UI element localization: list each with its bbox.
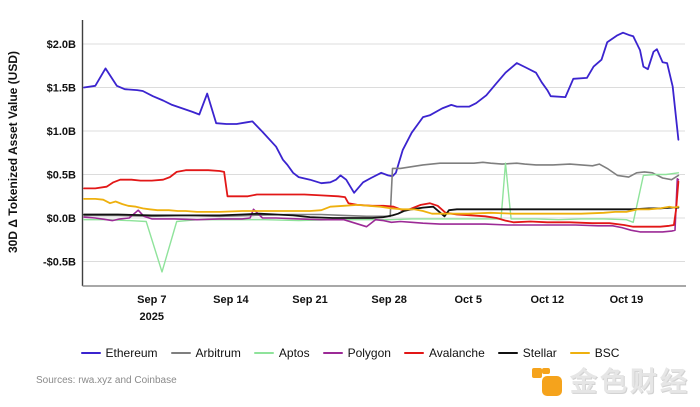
legend-label-stellar: Stellar bbox=[522, 346, 557, 360]
series-arbitrum-line bbox=[83, 161, 680, 218]
legend-label-bsc: BSC bbox=[594, 346, 620, 360]
jinse-watermark: 金色财经 bbox=[531, 360, 690, 399]
x-tick-sublabel: 2025 bbox=[140, 311, 164, 323]
x-tick-label: Oct 19 bbox=[610, 294, 644, 306]
legend-item-polygon: Polygon bbox=[322, 346, 391, 360]
legend-swatch-avalanche bbox=[403, 351, 424, 355]
tick-label-layer: $2.0B $1.5B $1.0B $0.5B $0.0B -$0.5B Sep 7 2025… bbox=[43, 39, 643, 323]
legend-label-aptos: Aptos bbox=[278, 346, 310, 360]
legend-swatch-stellar bbox=[497, 351, 518, 355]
x-tick-label: Sep 7 bbox=[137, 294, 166, 306]
legend-swatch-aptos bbox=[253, 351, 274, 355]
y-tick-label: $1.0B bbox=[47, 126, 76, 138]
legend: Ethereum Arbitrum Aptos Polygon Avalanche Ste… bbox=[0, 344, 700, 362]
y-tick-label: $0.0B bbox=[47, 213, 76, 225]
legend-item-bsc: BSC bbox=[569, 346, 620, 360]
y-tick-label: -$0.5B bbox=[43, 257, 76, 269]
y-tick-label: $1.5B bbox=[47, 83, 76, 95]
legend-swatch-polygon bbox=[322, 351, 343, 355]
x-tick-label: Sep 14 bbox=[213, 294, 249, 306]
legend-swatch-bsc bbox=[569, 351, 590, 355]
series-layer bbox=[83, 31, 680, 273]
legend-label-ethereum: Ethereum bbox=[105, 346, 158, 360]
legend-label-arbitrum: Arbitrum bbox=[195, 346, 241, 360]
series-ethereum-line bbox=[83, 31, 680, 194]
jinse-logo-icon bbox=[531, 363, 563, 397]
grid-layer bbox=[83, 43, 685, 262]
series-polygon-line bbox=[83, 178, 680, 233]
source-note: Sources: rwa.xyz and Coinbase bbox=[36, 375, 177, 386]
x-tick-label: Oct 5 bbox=[454, 294, 482, 306]
legend-item-arbitrum: Arbitrum bbox=[170, 346, 241, 360]
axis-layer bbox=[81, 20, 686, 287]
y-tick-label: $0.5B bbox=[47, 170, 76, 182]
legend-item-ethereum: Ethereum bbox=[80, 346, 158, 360]
x-tick-label: Oct 12 bbox=[530, 294, 564, 306]
series-bsc-line bbox=[83, 197, 680, 215]
legend-item-aptos: Aptos bbox=[253, 346, 310, 360]
y-axis-label: 30D Δ Tokenized Asset Value (USD) bbox=[6, 51, 20, 253]
y-tick-label: $2.0B bbox=[47, 39, 76, 51]
legend-item-stellar: Stellar bbox=[497, 346, 557, 360]
logo-square-notch bbox=[542, 367, 550, 374]
legend-label-avalanche: Avalanche bbox=[428, 346, 485, 360]
x-tick-label: Sep 21 bbox=[292, 294, 327, 306]
logo-square-big bbox=[542, 375, 562, 396]
jinse-watermark-text: 金色财经 bbox=[570, 367, 690, 397]
legend-label-polygon: Polygon bbox=[347, 346, 391, 360]
legend-swatch-ethereum bbox=[80, 351, 101, 355]
x-tick-label: Sep 28 bbox=[371, 294, 406, 306]
legend-swatch-arbitrum bbox=[170, 351, 191, 355]
logo-square-small bbox=[532, 367, 542, 378]
series-aptos-line bbox=[83, 162, 680, 273]
chart-svg: $2.0B $1.5B $1.0B $0.5B $0.0B -$0.5B Sep 7 2025… bbox=[6, 20, 686, 323]
legend-item-avalanche: Avalanche bbox=[403, 346, 485, 360]
